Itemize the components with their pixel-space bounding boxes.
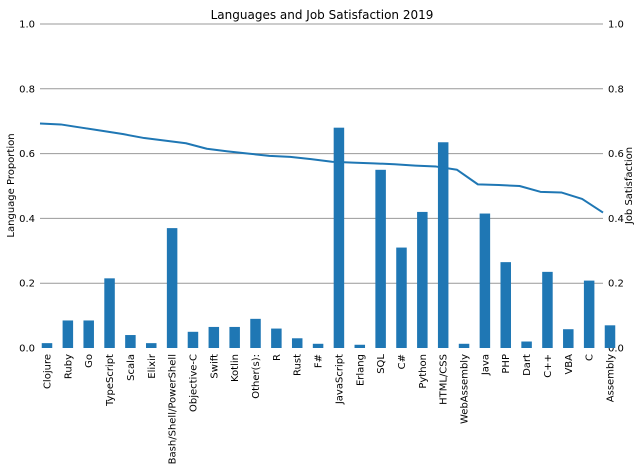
- x-tick-label: WebAssembly: [460, 354, 471, 424]
- bar: [500, 262, 511, 348]
- right-y-tick-label: 0.4: [608, 214, 624, 225]
- bar: [312, 343, 324, 348]
- left-y-tick-label: 0.8: [19, 84, 35, 95]
- bar: [166, 228, 178, 348]
- right-y-tick-label: 1.0: [608, 20, 624, 31]
- x-tick-label: Bash/Shell/PowerShell: [168, 354, 179, 464]
- bars: [41, 127, 616, 349]
- x-tick-label: HTML/CSS: [439, 354, 450, 405]
- bar: [333, 127, 345, 349]
- left-y-ticks: 0.0 0.2 0.4 0.6 0.8 1.0: [19, 20, 35, 355]
- bar: [83, 320, 94, 348]
- x-tick-label: Ruby: [63, 354, 74, 379]
- x-tick-label: Go: [84, 354, 95, 368]
- bar: [479, 213, 491, 348]
- x-tick-label: VBA: [564, 354, 575, 375]
- bar: [396, 247, 407, 348]
- x-tick-label: Other(s):: [251, 354, 262, 399]
- x-tick-label: Rust: [293, 354, 304, 376]
- chart-title: Languages and Job Satisfaction 2019: [211, 8, 434, 22]
- grid: [40, 23, 603, 284]
- bar: [41, 343, 53, 348]
- x-tick-label: F#: [314, 354, 325, 368]
- satisfaction-line: [39, 122, 604, 214]
- bar: [104, 278, 115, 348]
- bar: [604, 325, 616, 348]
- bar: [62, 320, 74, 348]
- x-tick-label: Swift: [209, 354, 220, 379]
- bar: [125, 335, 136, 348]
- bar: [417, 211, 428, 348]
- left-y-tick-label: 0.2: [19, 279, 35, 290]
- x-tick-label: C: [585, 354, 596, 361]
- bar: [229, 326, 240, 348]
- x-tick-label: Java: [480, 354, 491, 376]
- bar: [458, 343, 470, 348]
- bar: [291, 338, 303, 348]
- bar: [583, 280, 595, 348]
- left-y-tick-label: 0.4: [19, 214, 35, 225]
- x-tick-labels: Clojure Ruby Go TypeScript Scala Elixir Bash/S…: [43, 353, 617, 464]
- left-y-tick-label: 0.6: [19, 149, 35, 160]
- x-tick-label: C#: [397, 354, 408, 369]
- x-tick-label: Erlang: [355, 354, 366, 386]
- right-y-tick-label: 0.0: [608, 344, 624, 355]
- x-tick-label: Kotlin: [230, 354, 241, 382]
- bar: [375, 169, 386, 348]
- right-y-axis-title: Job Satisfaction: [624, 147, 635, 225]
- left-y-tick-label: 1.0: [19, 20, 35, 31]
- x-tick-label: Clojure: [43, 354, 54, 389]
- left-y-tick-label: 0.0: [19, 344, 35, 355]
- right-y-tick-label: 0.6: [608, 149, 624, 160]
- bar: [542, 271, 553, 348]
- bar: [146, 343, 157, 348]
- x-tick-label: TypeScript: [105, 354, 116, 407]
- left-y-axis-title: Language Proportion: [6, 133, 17, 237]
- right-y-tick-label: 0.2: [608, 279, 624, 290]
- bar: [354, 344, 366, 348]
- x-tick-label: PHP: [501, 354, 512, 374]
- x-tick-label: JavaScript: [334, 354, 345, 405]
- bar: [271, 328, 282, 348]
- bar: [250, 318, 261, 348]
- bar: [563, 329, 574, 348]
- right-y-tick-label: 0.8: [608, 84, 624, 95]
- x-tick-label: Assembly: [606, 354, 617, 402]
- bar: [208, 326, 220, 348]
- satisfaction-line-group: [39, 122, 604, 214]
- x-tick-label: Scala: [126, 354, 137, 381]
- x-tick-label: R: [272, 354, 283, 361]
- x-tick-label: Python: [418, 354, 429, 389]
- x-tick-label: Objective-C: [188, 354, 199, 412]
- right-y-ticks: 0.0 0.2 0.4 0.6 0.8 1.0: [608, 20, 624, 355]
- x-tick-label: SQL: [376, 354, 387, 374]
- x-tick-label: Elixir: [147, 353, 158, 379]
- x-tick-label: Dart: [522, 354, 533, 376]
- x-tick-label: C++: [543, 354, 554, 378]
- bar: [437, 142, 449, 348]
- bar: [521, 341, 532, 348]
- bar: [187, 331, 199, 348]
